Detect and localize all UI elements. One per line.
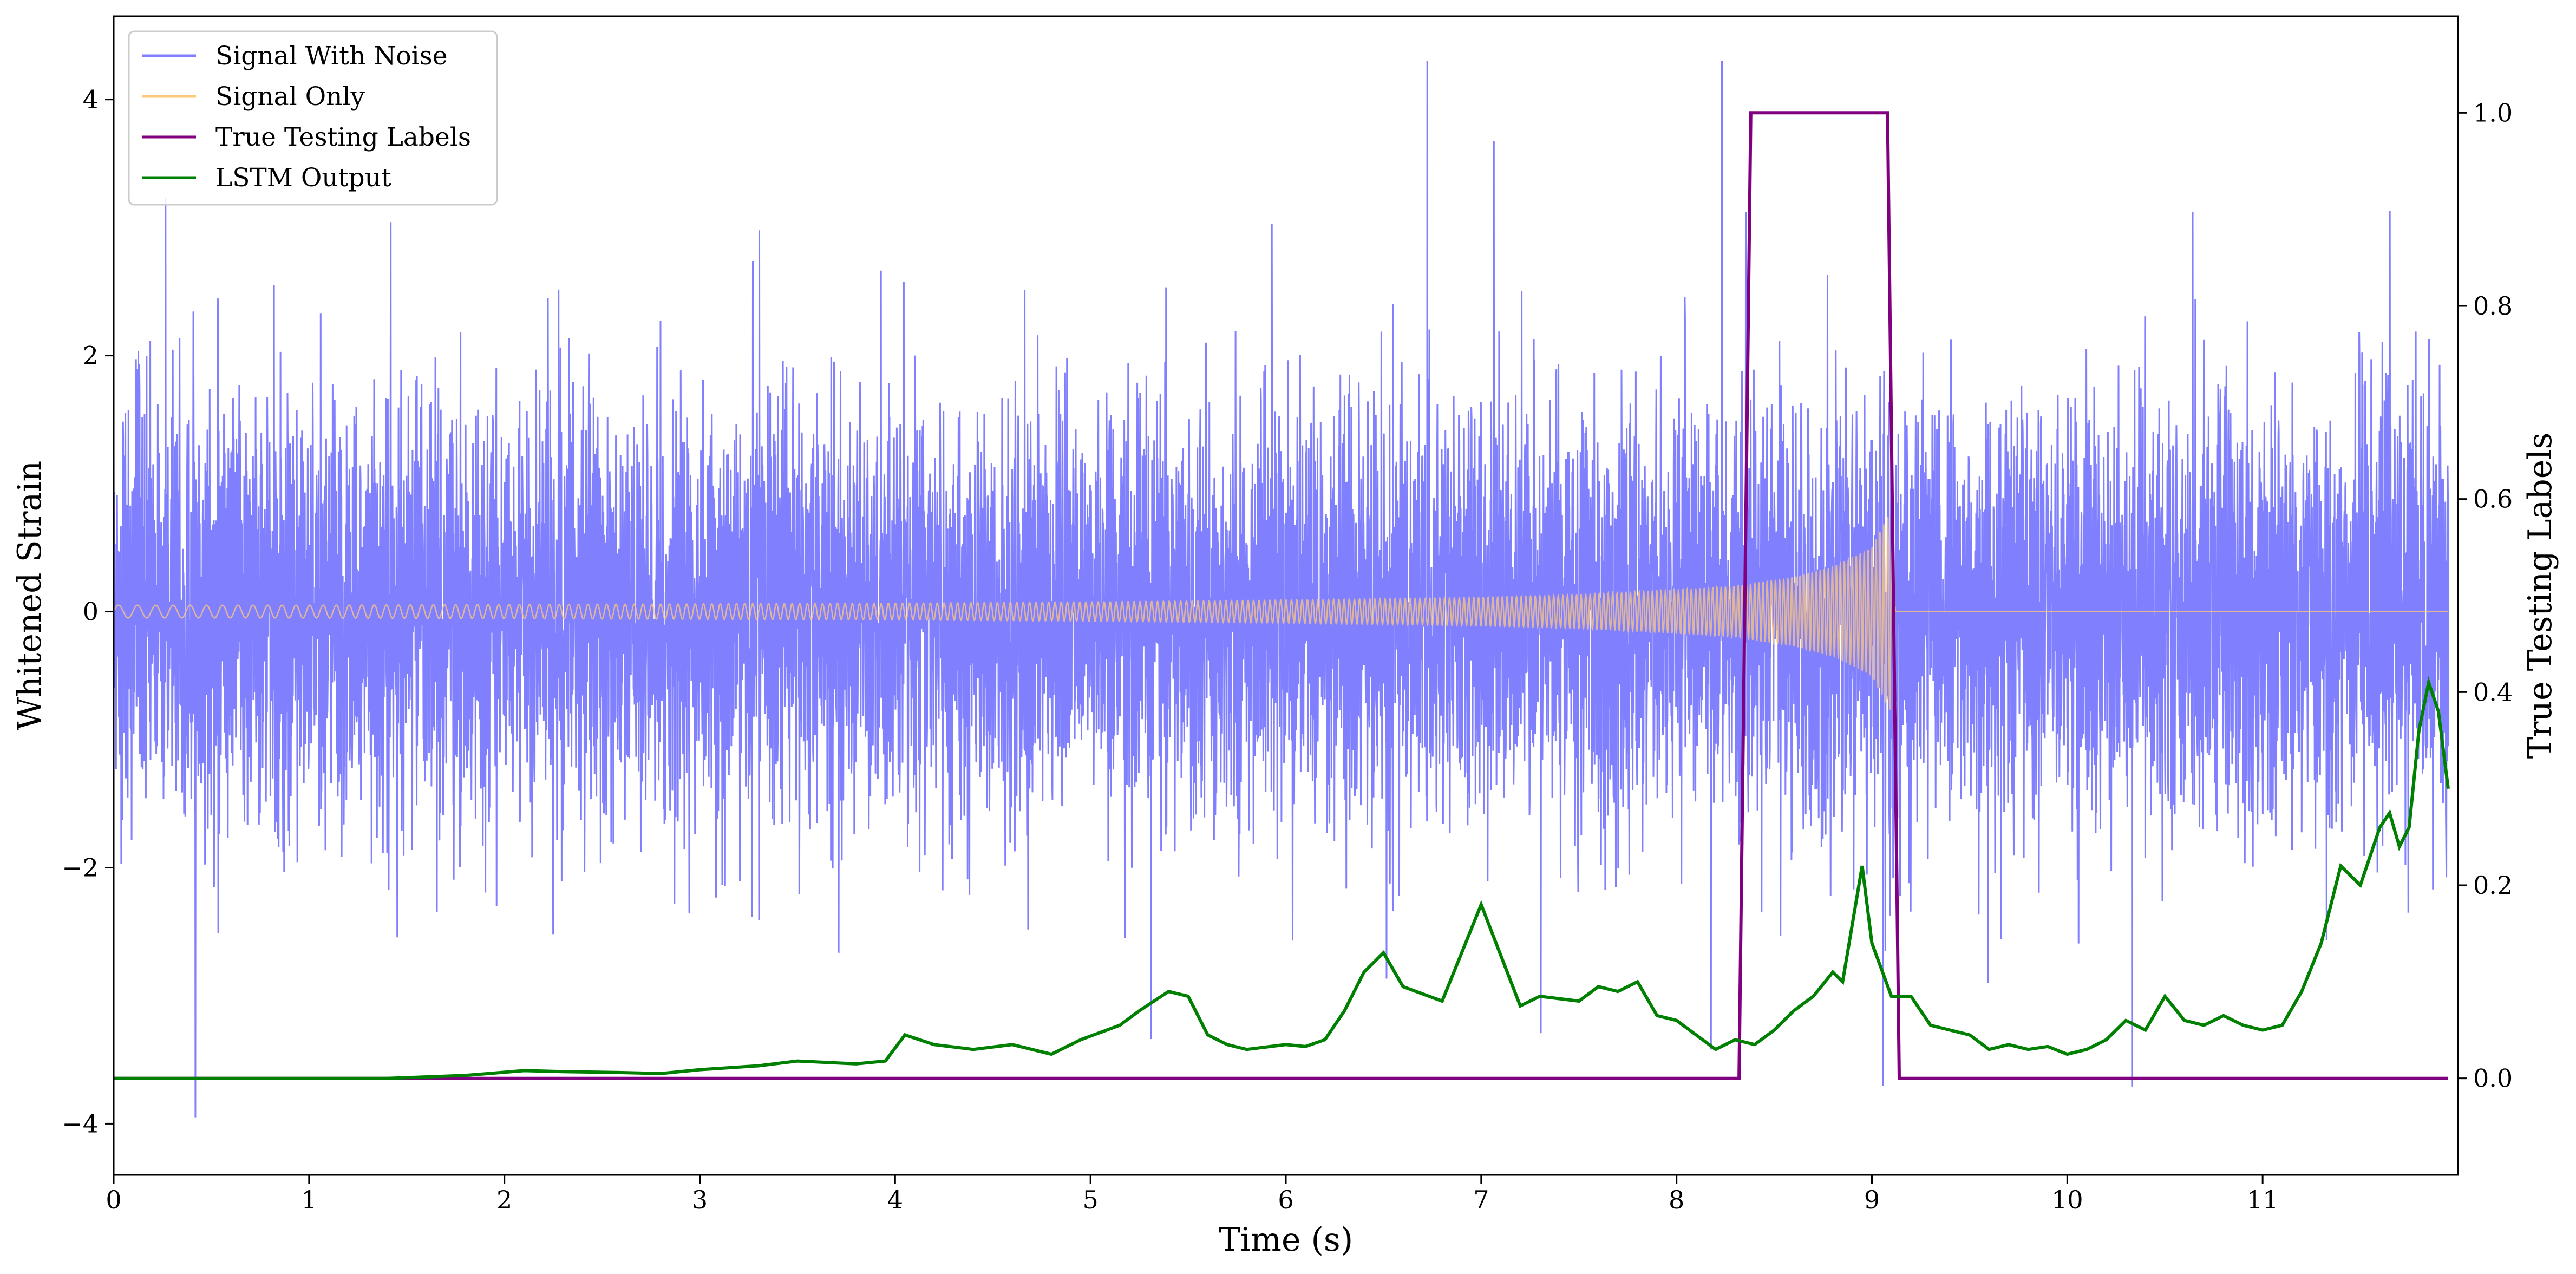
series-lstm-output: [114, 676, 2450, 1080]
y-axis-label: Whitened Strain: [11, 461, 49, 730]
y2-tick-label: 0.2: [2473, 871, 2513, 900]
legend-label-lstm-output: LSTM Output: [215, 163, 391, 193]
x-tick-label: 0: [106, 1185, 121, 1214]
x-axis: 0 1 2 3 4 5 6 7 8 9 10 11: [106, 1175, 2278, 1214]
series-signal-with-noise: [114, 61, 2449, 1118]
x-tick-label: 1: [301, 1185, 317, 1214]
y-tick-label: 0: [83, 597, 99, 626]
x-tick-label: 7: [1473, 1185, 1489, 1214]
legend-label-signal-with-noise: Signal With Noise: [215, 41, 448, 71]
legend-label-signal-only: Signal Only: [215, 82, 365, 112]
x-tick-label: 10: [2051, 1185, 2083, 1214]
series-signal-only: [114, 514, 2448, 710]
legend: Signal With Noise Signal Only True Testi…: [128, 30, 498, 206]
y2-axis: 0.0 0.2 0.4 0.6 0.8 1.0: [2458, 98, 2513, 1093]
y2-tick-label: 0.4: [2473, 677, 2513, 707]
y-tick-label: 2: [83, 341, 99, 370]
x-tick-label: 5: [1083, 1185, 1099, 1214]
x-tick-label: 3: [692, 1185, 708, 1214]
y2-tick-label: 0.0: [2473, 1064, 2513, 1093]
y2-axis-label: True Testing Labels: [2521, 433, 2559, 759]
y-tick-label: −2: [62, 853, 99, 882]
legend-frame: [128, 30, 498, 206]
y-tick-label: 4: [83, 85, 99, 114]
plot-area: [114, 61, 2450, 1118]
y2-tick-label: 1.0: [2473, 98, 2513, 127]
x-tick-label: 4: [887, 1185, 903, 1214]
y-axis: −4 −2 0 2 4: [62, 85, 114, 1138]
x-tick-label: 2: [496, 1185, 512, 1214]
y-tick-label: −4: [62, 1109, 99, 1138]
y2-tick-label: 0.8: [2473, 291, 2513, 321]
x-tick-label: 9: [1864, 1185, 1880, 1214]
x-tick-label: 8: [1669, 1185, 1684, 1214]
legend-label-true-testing-labels: True Testing Labels: [215, 122, 471, 152]
x-tick-label: 6: [1278, 1185, 1293, 1214]
y2-tick-label: 0.6: [2473, 485, 2513, 514]
x-tick-label: 11: [2247, 1185, 2279, 1214]
x-axis-label: Time (s): [1219, 1221, 1353, 1259]
series-true-testing-labels: [114, 111, 2448, 1080]
